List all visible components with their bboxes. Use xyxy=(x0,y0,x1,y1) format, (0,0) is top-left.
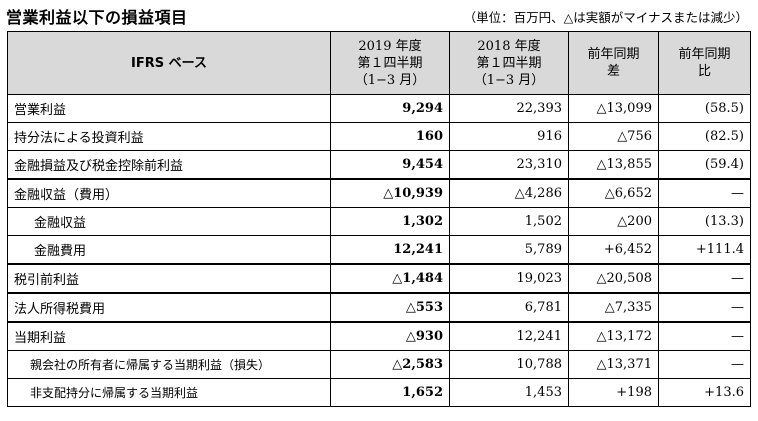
unit-note: （単位：百万円、△は実額がマイナスまたは減少） xyxy=(463,10,748,25)
header-yoy-ratio: 前年同期比 xyxy=(658,31,751,95)
cell-yoy-ratio: (82.5) xyxy=(658,122,751,151)
cell-yoy-ratio: (58.5) xyxy=(658,94,751,123)
cell-yoy-ratio: (59.4) xyxy=(658,150,751,180)
cell-yoy-ratio: — xyxy=(658,292,751,323)
cell-2018q1: 1,453 xyxy=(449,378,569,407)
header-basis: IFRS ベース xyxy=(7,31,331,95)
cell-2019q1: 9,454 xyxy=(330,150,450,180)
header-line: 差 xyxy=(606,64,620,79)
cell-yoy-diff: △13,099 xyxy=(568,94,659,123)
cell-yoy-diff: +6,452 xyxy=(568,235,659,265)
page-title: 営業利益以下の損益項目 xyxy=(6,8,188,27)
row-label: 金融損益及び税金控除前利益 xyxy=(7,150,331,180)
cell-yoy-ratio: — xyxy=(658,321,751,351)
header-2019q1: 2019 年度 第１四半期 （1−3 月） xyxy=(330,31,450,95)
header-line: 2019 年度 xyxy=(358,38,422,54)
cell-yoy-diff: +198 xyxy=(568,378,659,407)
cell-yoy-diff: △13,172 xyxy=(568,321,659,351)
table-row: 税引前利益 △1,484 19,023 △20,508— xyxy=(7,263,751,294)
header-line: IFRS ベース xyxy=(131,55,207,71)
row-label: 金融費用 xyxy=(7,235,331,265)
cell-yoy-diff: △7,335 xyxy=(568,292,659,323)
header-yoy-diff: 前年同期差 xyxy=(568,31,659,95)
cell-2019q1: △553 xyxy=(330,292,450,323)
cell-2018q1: 1,502 xyxy=(449,207,569,236)
cell-2018q1: 22,393 xyxy=(449,94,569,123)
cell-2019q1: 12,241 xyxy=(330,235,450,265)
header-line: 比 xyxy=(697,64,711,79)
cell-yoy-diff: △13,371 xyxy=(568,350,659,379)
cell-yoy-diff: △6,652 xyxy=(568,178,659,208)
cell-yoy-diff: △20,508 xyxy=(568,263,659,294)
row-label: 当期利益 xyxy=(7,321,331,351)
table-row: 親会社の所有者に帰属する当期利益（損失） △2,583 10,788 △13,371— xyxy=(7,350,751,379)
table-body: 営業利益 9,294 22,393 △13,099 (58.5) 持分法による投資利益 16… xyxy=(7,94,751,407)
cell-yoy-ratio: (13.3) xyxy=(658,207,751,236)
row-label: 金融収益（費用） xyxy=(7,178,331,208)
cell-2019q1: △930 xyxy=(330,321,450,351)
row-label: 営業利益 xyxy=(7,94,331,123)
cell-yoy-diff: △13,855 xyxy=(568,150,659,180)
table-row: 金融収益 1,302 1,502 △200 (13.3) xyxy=(7,207,751,236)
header-line: （1−3 月） xyxy=(354,72,426,88)
header-line: 前年同期 xyxy=(678,47,731,62)
cell-yoy-ratio: — xyxy=(658,263,751,294)
header-line: 前年同期 xyxy=(587,47,640,62)
row-label: 法人所得税費用 xyxy=(7,292,331,323)
header-line: （1−3 月） xyxy=(473,72,545,88)
table-row: 当期利益 △930 12,241 △13,172— xyxy=(7,321,751,351)
cell-2019q1: 9,294 xyxy=(330,94,450,123)
cell-2019q1: 160 xyxy=(330,122,450,151)
row-label: 税引前利益 xyxy=(7,263,331,294)
table-row: 金融損益及び税金控除前利益 9,454 23,310 △13,855 (59.4) xyxy=(7,150,751,180)
cell-yoy-ratio: +111.4 xyxy=(658,235,751,265)
cell-yoy-ratio: — xyxy=(658,350,751,379)
row-label: 持分法による投資利益 xyxy=(7,122,331,151)
table-row: 持分法による投資利益 160 916 △756 (82.5) xyxy=(7,122,751,151)
cell-2018q1: 23,310 xyxy=(449,150,569,180)
header-line: 2018 年度 xyxy=(477,38,541,54)
cell-yoy-diff: △200 xyxy=(568,207,659,236)
table-row: 営業利益 9,294 22,393 △13,099 (58.5) xyxy=(7,94,751,123)
cell-2018q1: 19,023 xyxy=(449,263,569,294)
cell-2019q1: △10,939 xyxy=(330,178,450,208)
row-label: 金融収益 xyxy=(7,207,331,236)
table-row: 法人所得税費用 △553 6,781 △7,335— xyxy=(7,292,751,323)
table-header-row: IFRS ベース 2019 年度 第１四半期 （1−3 月） 2018 年度 第１四半期（… xyxy=(7,31,751,95)
cell-2018q1: 916 xyxy=(449,122,569,151)
cell-yoy-ratio: — xyxy=(658,178,751,208)
cell-2019q1: 1,652 xyxy=(330,378,450,407)
cell-2018q1: 6,781 xyxy=(449,292,569,323)
table-row: 金融費用 12,241 5,789 +6,452 +111.4 xyxy=(7,235,751,265)
row-label: 親会社の所有者に帰属する当期利益（損失） xyxy=(7,350,331,379)
header-line: 第１四半期 xyxy=(476,55,542,71)
header-2018q1: 2018 年度 第１四半期 （1−3 月） xyxy=(449,31,569,95)
cell-2019q1: 1,302 xyxy=(330,207,450,236)
table-row: 非支配持分に帰属する当期利益 1,652 1,453 +198 +13.6 xyxy=(7,378,751,407)
header-line: 第１四半期 xyxy=(357,55,423,71)
cell-2019q1: △1,484 xyxy=(330,263,450,294)
cell-2019q1: △2,583 xyxy=(330,350,450,379)
cell-2018q1: 12,241 xyxy=(449,321,569,351)
cell-2018q1: 5,789 xyxy=(449,235,569,265)
cell-yoy-ratio: +13.6 xyxy=(658,378,751,407)
table-row: 金融収益（費用） △10,939 △4,286 △6,652— xyxy=(7,178,751,208)
income-items-table: IFRS ベース 2019 年度 第１四半期 （1−3 月） 2018 年度 第１四半期（… xyxy=(7,31,751,407)
cell-yoy-diff: △756 xyxy=(568,122,659,151)
cell-2018q1: 10,788 xyxy=(449,350,569,379)
cell-2018q1: △4,286 xyxy=(449,178,569,208)
row-label: 非支配持分に帰属する当期利益 xyxy=(7,378,331,407)
